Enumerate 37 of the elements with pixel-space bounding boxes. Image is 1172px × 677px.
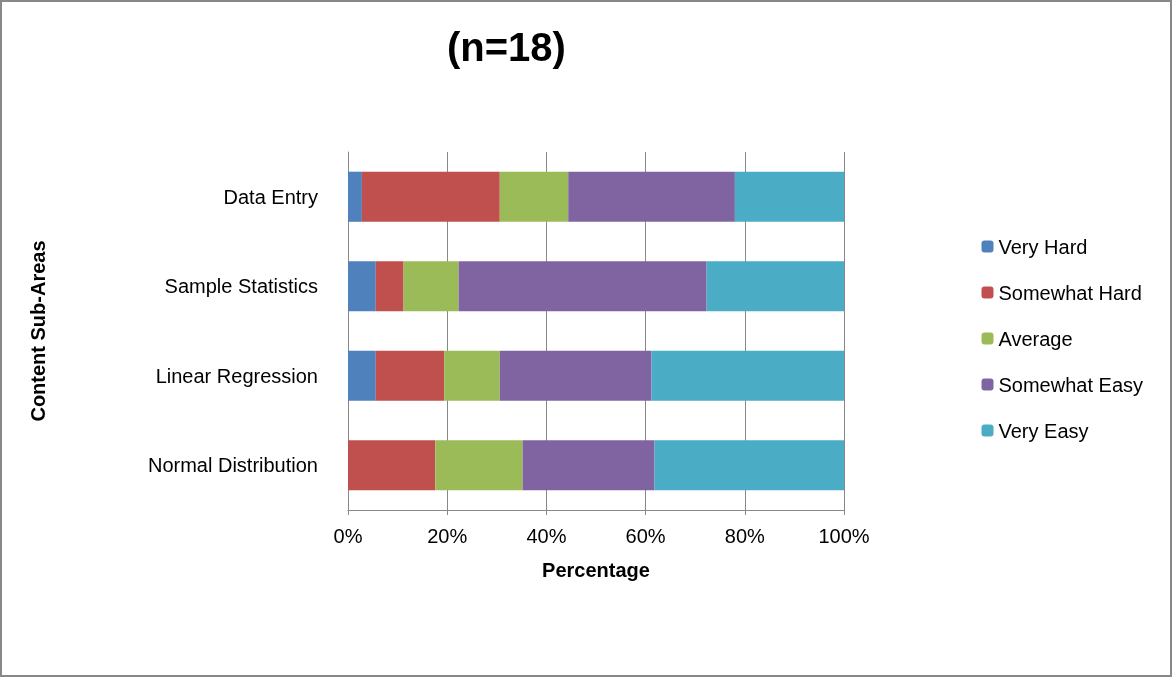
bar — [568, 171, 735, 222]
bar — [734, 171, 844, 222]
bar — [522, 440, 655, 491]
bar — [348, 440, 436, 491]
bar — [499, 350, 652, 401]
bar — [444, 350, 500, 401]
bar — [348, 171, 362, 222]
y-tick-label: Normal Distribution — [147, 454, 318, 477]
bar — [348, 261, 376, 312]
bar — [458, 261, 707, 312]
x-axis-title: Percentage — [542, 559, 650, 581]
x-tick-label: 100% — [818, 525, 870, 547]
bar — [403, 261, 459, 312]
bar — [375, 261, 404, 312]
legend-label: Very Easy — [998, 419, 1089, 442]
legend-label: Average — [998, 327, 1073, 350]
y-tick-label: Sample Statistics — [164, 275, 318, 298]
bar — [435, 440, 523, 491]
bar — [499, 171, 569, 222]
y-tick-label: Linear Regression — [155, 364, 318, 387]
bar — [706, 261, 844, 312]
chart-title: (n=18) — [447, 25, 566, 69]
bar — [375, 350, 445, 401]
legend-label: Somewhat Easy — [998, 373, 1143, 396]
y-axis-title: Content Sub-Areas — [27, 240, 49, 422]
bar — [348, 350, 376, 401]
legend-label: Somewhat Hard — [998, 281, 1142, 304]
y-tick-label: Data Entry — [223, 185, 318, 208]
x-tick-label: 40% — [526, 525, 567, 547]
x-tick-label: 20% — [427, 525, 468, 547]
x-tick-label: 0% — [333, 525, 363, 547]
bar — [361, 171, 500, 222]
bar — [651, 350, 844, 401]
x-tick-label: 80% — [724, 525, 766, 547]
x-tick-label: 60% — [625, 525, 666, 547]
legend-label: Very Hard — [998, 235, 1088, 258]
bar — [654, 440, 844, 491]
